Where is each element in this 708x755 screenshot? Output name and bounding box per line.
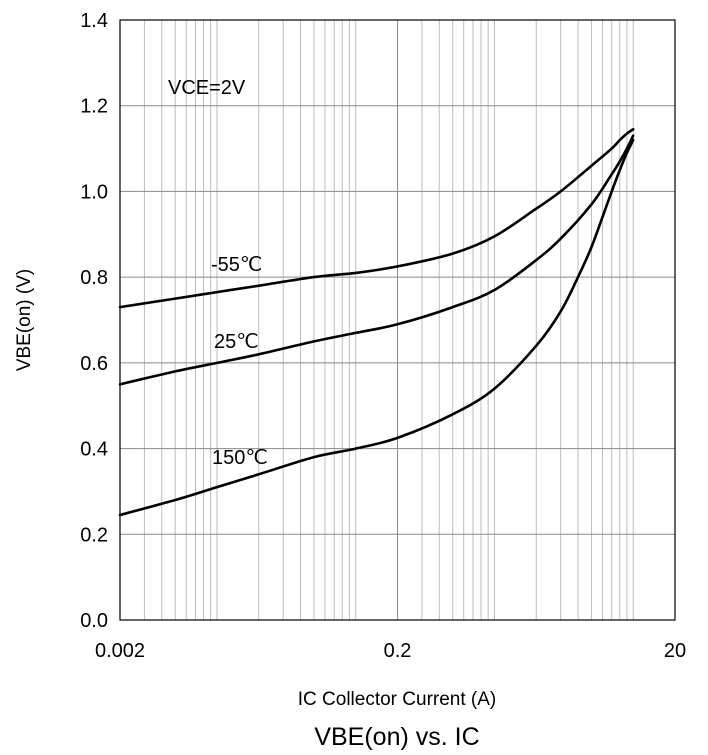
annotation-vce: VCE=2V	[168, 77, 246, 99]
x-axis-title: IC Collector Current (A)	[298, 689, 497, 710]
y-tick-label: 0.8	[80, 267, 108, 289]
series-line-2	[118, 138, 635, 517]
series-label-minus55: -55℃	[211, 254, 262, 276]
series-layer	[118, 128, 635, 517]
y-tick-label: 1.4	[80, 10, 108, 32]
series-label-25: 25℃	[214, 331, 259, 353]
grid-minor	[143, 20, 634, 620]
y-tick-label: 0.6	[80, 353, 108, 375]
y-axis-title: VBE(on) (V)	[14, 269, 35, 371]
x-tick-label: 20	[664, 640, 686, 662]
y-tick-label: 1.2	[80, 96, 108, 118]
y-tick-label: 0.4	[80, 439, 108, 461]
series-line-0	[118, 128, 635, 309]
x-tick-label: 0.002	[95, 640, 145, 662]
tick-labels: 0.0 0.2 0.4 0.6 0.8 1.0 1.2 1.4 0.002 0.2 20	[80, 10, 686, 662]
y-tick-label: 0.0	[80, 610, 108, 632]
plot-frame	[119, 19, 676, 621]
chart-caption: VBE(on) vs. IC	[314, 723, 479, 751]
y-tick-label: 1.0	[80, 181, 108, 203]
y-tick-label: 0.2	[80, 524, 108, 546]
series-line-1	[118, 134, 635, 386]
series-label-150: 150℃	[212, 447, 268, 469]
x-tick-label: 0.2	[384, 640, 412, 662]
